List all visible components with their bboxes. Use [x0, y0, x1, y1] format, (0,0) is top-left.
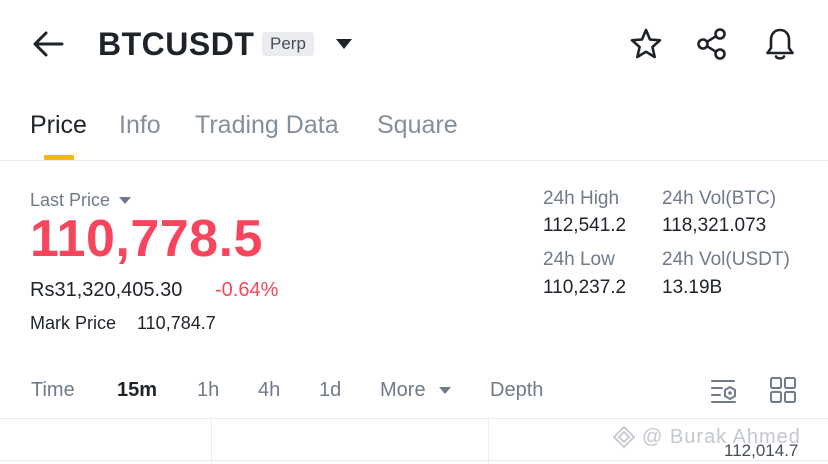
vol-usdt-value: 13.19B	[662, 277, 723, 298]
high-24h-label: 24h High	[543, 188, 620, 209]
interval-1h[interactable]: 1h	[197, 379, 220, 401]
contract-type-badge: Perp	[262, 32, 314, 56]
last-price-value: 110,778.5	[30, 210, 263, 268]
favorite-button[interactable]	[626, 24, 666, 64]
arrow-left-icon	[33, 31, 64, 57]
watermark-logo-icon	[612, 425, 636, 449]
watermark-text: @ Burak Ahmed	[642, 426, 801, 448]
tab-trading-data[interactable]: Trading Data	[195, 111, 339, 139]
indicator-settings-icon	[711, 380, 736, 403]
mark-price-value: 110,784.7	[137, 313, 216, 333]
last-price-label: Last Price	[30, 190, 111, 210]
share-button[interactable]	[692, 24, 732, 64]
chart-gridline	[488, 418, 489, 464]
chart-top-border	[0, 418, 828, 419]
price-axis-label: 112,014.7	[724, 441, 799, 460]
vol-btc-label: 24h Vol(BTC)	[662, 188, 777, 209]
vol-usdt-label: 24h Vol(USDT)	[662, 249, 790, 270]
star-icon	[630, 28, 662, 59]
last-price-selector[interactable]: Last Price	[30, 188, 132, 212]
layout-grid-button[interactable]	[767, 374, 799, 406]
caret-down-icon	[119, 196, 132, 204]
caret-down-icon	[438, 386, 451, 394]
caret-down-icon	[336, 39, 352, 49]
symbol-title[interactable]: BTCUSDT	[98, 26, 255, 62]
back-button[interactable]	[26, 24, 70, 64]
bell-icon	[766, 28, 794, 60]
indicator-settings-button[interactable]	[708, 374, 740, 406]
share-icon	[697, 28, 726, 60]
chart-gridline-horizontal	[0, 460, 828, 461]
price-alert-button[interactable]	[760, 24, 800, 64]
grid-icon	[770, 377, 796, 403]
fiat-price-value: Rs31,320,405.30	[30, 279, 183, 301]
price-change-percent: -0.64%	[215, 279, 279, 301]
more-intervals-button[interactable]: More	[380, 376, 452, 404]
low-24h-label: 24h Low	[543, 249, 615, 270]
interval-15m[interactable]: 15m	[117, 379, 158, 401]
low-24h-value: 110,237.2	[543, 277, 627, 298]
interval-4h[interactable]: 4h	[258, 379, 281, 401]
high-24h-value: 112,541.2	[543, 215, 627, 236]
mark-price-label: Mark Price	[30, 313, 117, 333]
tabs-divider	[0, 160, 828, 161]
watermark: @ Burak Ahmed	[612, 424, 801, 450]
more-label: More	[380, 379, 426, 401]
vol-btc-value: 118,321.073	[662, 215, 767, 236]
active-tab-indicator	[44, 155, 74, 160]
tab-square[interactable]: Square	[377, 111, 458, 139]
depth-tab[interactable]: Depth	[490, 379, 544, 401]
tab-price[interactable]: Price	[30, 111, 87, 139]
tab-info[interactable]: Info	[119, 111, 161, 139]
symbol-dropdown-button[interactable]	[330, 30, 358, 58]
interval-time[interactable]: Time	[31, 379, 75, 401]
interval-1d[interactable]: 1d	[319, 379, 342, 401]
chart-gridline	[211, 418, 212, 464]
